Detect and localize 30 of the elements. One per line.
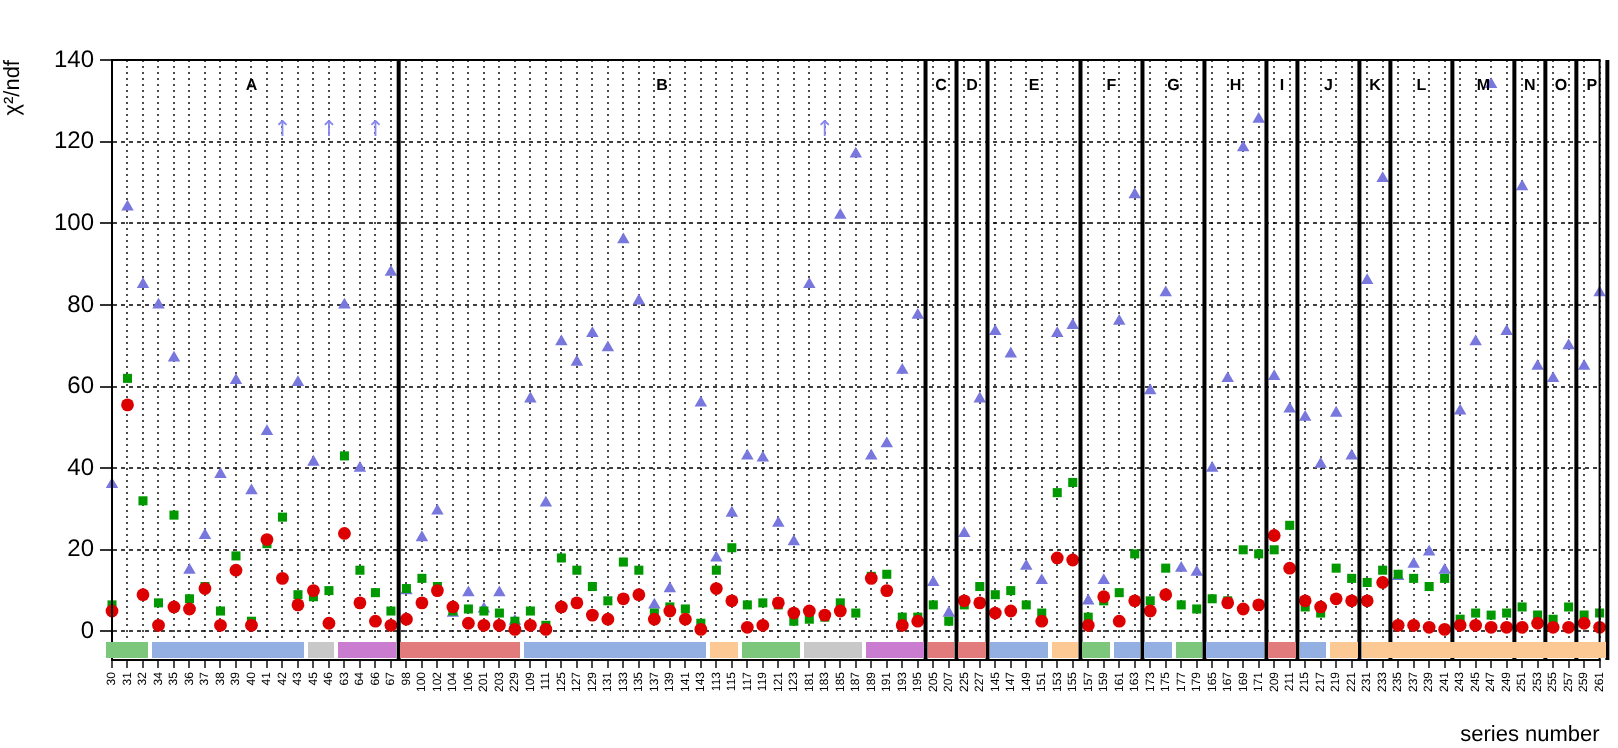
annotation: K — [1369, 76, 1382, 95]
annotation: D — [966, 76, 979, 95]
annotation: H — [1229, 76, 1242, 95]
annotation: O — [1554, 76, 1568, 95]
y-tick-label: 80 — [67, 289, 95, 318]
annotation: P — [1586, 76, 1599, 95]
annotation: G — [1167, 76, 1180, 95]
y-tick-label: 40 — [67, 452, 95, 481]
y-tick-label: 100 — [53, 207, 95, 236]
annotation: E — [1028, 76, 1041, 95]
annotation: ↑ — [815, 115, 835, 142]
annotation: A — [245, 76, 258, 95]
annotation: J — [1323, 76, 1333, 95]
y-tick-label: 120 — [53, 126, 95, 155]
annotation: L — [1416, 76, 1427, 95]
y-axis-title: χ²/ndf — [1, 58, 26, 116]
y-tick-label: 0 — [80, 616, 95, 645]
annotation: C — [935, 76, 948, 95]
annotation: ↑ — [273, 115, 292, 142]
y-tick-label: 140 — [53, 44, 95, 73]
y-tick-label: 60 — [67, 371, 95, 400]
annotation: F — [1106, 76, 1117, 95]
annotation: M — [1476, 76, 1491, 95]
annotation: I — [1279, 76, 1285, 95]
annotation: B — [656, 76, 669, 95]
annotation: ↑ — [366, 115, 385, 142]
annotation: ↑ — [319, 115, 339, 142]
annotation: N — [1524, 76, 1537, 95]
x-axis-title: series number — [1460, 722, 1601, 747]
y-tick-label: 20 — [67, 534, 95, 563]
